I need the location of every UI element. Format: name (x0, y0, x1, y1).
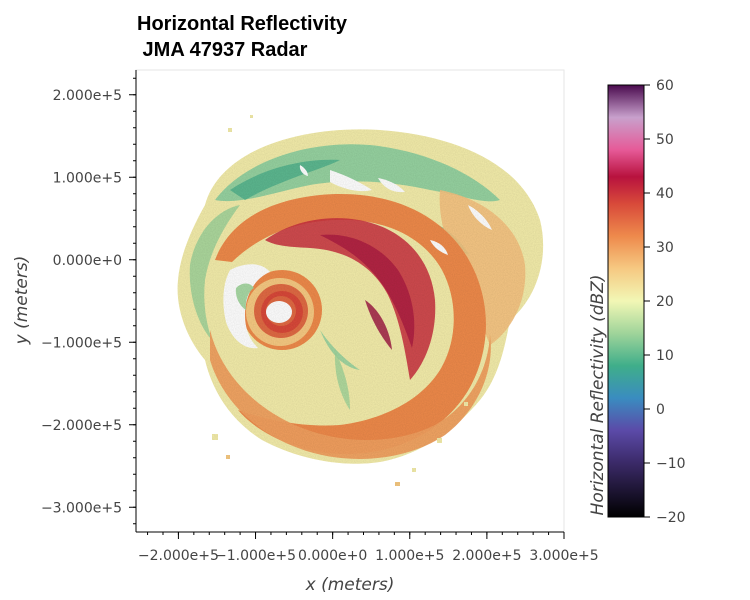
colorbar-tick-label: 0 (656, 402, 665, 418)
chart-title-line-1: Horizontal Reflectivity (137, 13, 348, 35)
colorbar-tick-label: 40 (656, 186, 674, 202)
colorbar-gradient (607, 84, 645, 518)
y-tick-label: 0.000e+0 (53, 253, 122, 269)
colorbar-tick-label: 10 (656, 348, 674, 364)
colorbar-tick-label: 50 (656, 132, 674, 148)
chart-title-line-2: JMA 47937 Radar (137, 39, 308, 61)
x-tick-label: −1.000e+5 (215, 548, 296, 564)
colorbar-tick-label: 30 (656, 240, 674, 256)
x-tick-label: 2.000e+5 (452, 548, 521, 564)
colorbar-label: Horizontal Reflectivity (dBZ) (588, 275, 608, 516)
colorbar: 60 50 40 30 20 10 0 −10 −20 (607, 78, 686, 526)
y-axis: 2.000e+5 1.000e+5 0.000e+0 −1.000e+5 −2.000e… (41, 70, 137, 532)
x-tick-label: −2.000e+5 (138, 548, 219, 564)
y-tick-label: 2.000e+5 (53, 88, 122, 104)
colorbar-tick-label: −10 (656, 456, 686, 472)
x-axis-label: x (meters) (305, 575, 395, 595)
y-axis-label: y (meters) (12, 256, 32, 346)
x-tick-label: 1.000e+5 (375, 548, 444, 564)
colorbar-tick-label: −20 (656, 510, 686, 526)
y-tick-label: −1.000e+5 (41, 335, 122, 351)
y-tick-label: −2.000e+5 (41, 418, 122, 434)
x-axis: −2.000e+5−1.000e+5 0.000e+0 1.000e+5 2.000e… (136, 531, 599, 564)
colorbar-tick-label: 60 (656, 78, 674, 94)
y-tick-label: 1.000e+5 (53, 170, 122, 186)
reflectivity-field (177, 115, 544, 486)
x-tick-label: 0.000e+0 (298, 548, 367, 564)
colorbar-tick-label: 20 (656, 294, 674, 310)
x-tick-label: 3.000e+5 (529, 548, 598, 564)
y-tick-label: −3.000e+5 (41, 500, 122, 516)
